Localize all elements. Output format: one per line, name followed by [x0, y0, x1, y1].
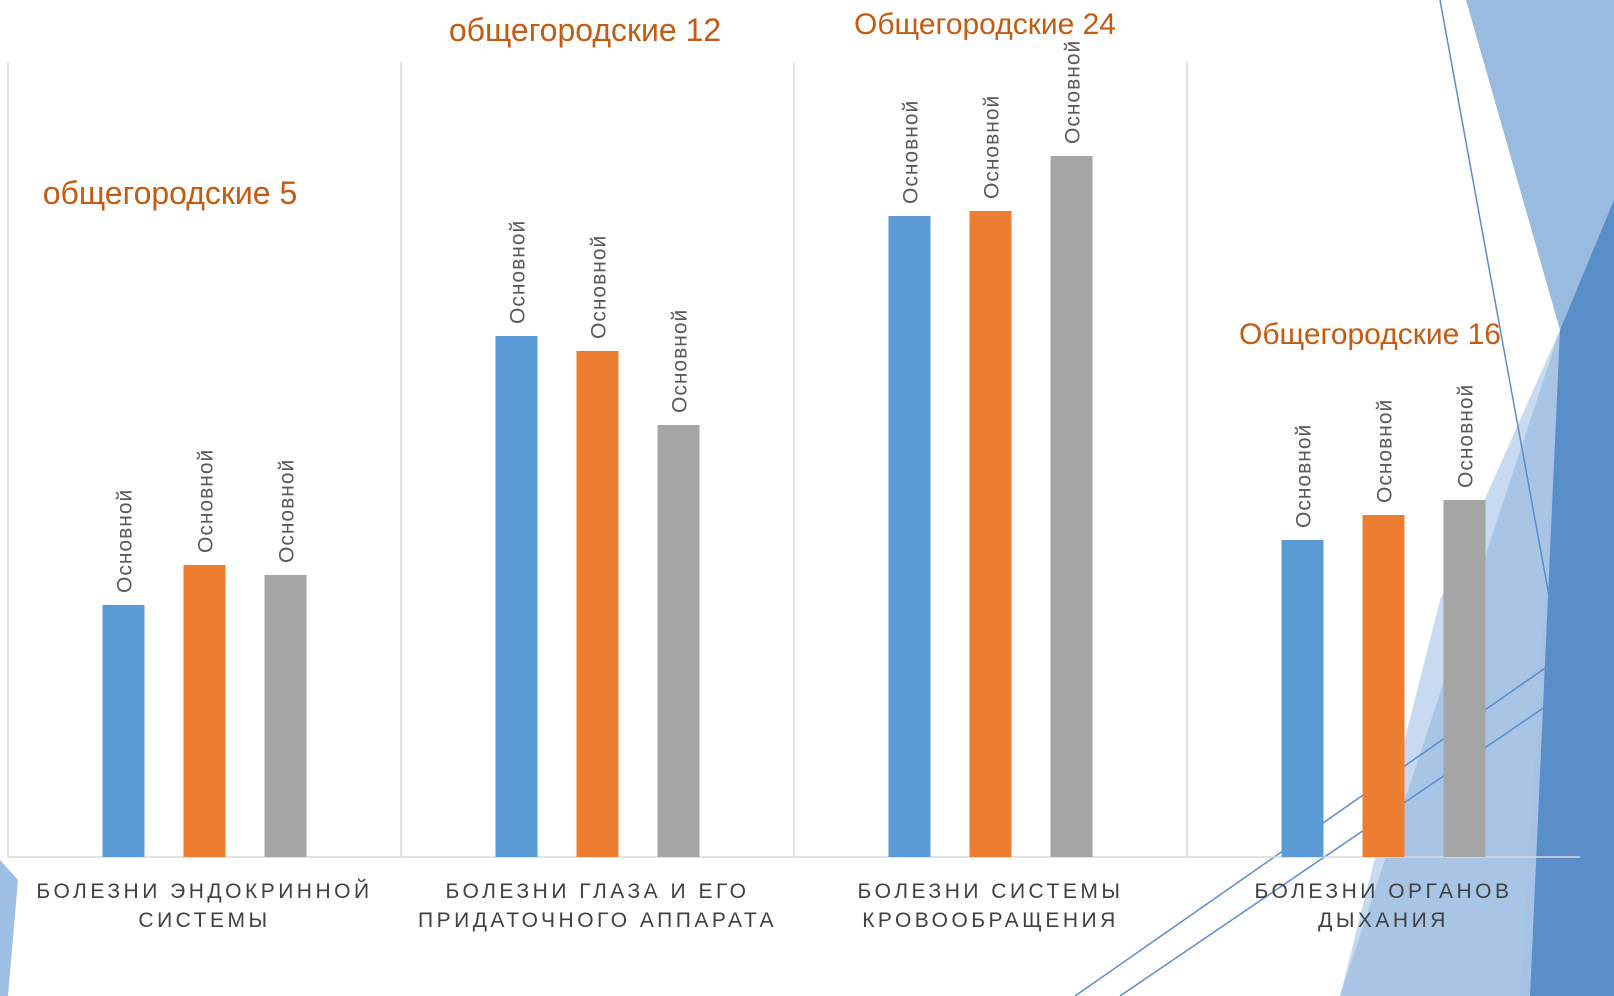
data-label: Основной	[114, 489, 137, 593]
data-label: Основной	[669, 309, 692, 413]
annotation: общегородские 12	[448, 12, 722, 48]
bar	[576, 351, 619, 857]
bar	[1281, 540, 1324, 857]
data-label: Основной	[1455, 384, 1478, 488]
data-label: Основной	[195, 449, 218, 553]
x-tick-label: БОЛЕЗНИ ОРГАНОВ ДЫХАНИЯ	[1254, 880, 1513, 932]
data-label: Основной	[507, 220, 530, 324]
x-tick-label: БОЛЕЗНИ СИСТЕМЫ КРОВООБРАЩЕНИЯ	[857, 880, 1124, 932]
bar	[183, 565, 226, 857]
bar	[495, 336, 538, 857]
x-tick-label: БОЛЕЗНИ ЭНДОКРИННОЙ СИСТЕМЫ	[36, 880, 373, 932]
bar	[264, 575, 307, 857]
data-label: Основной	[900, 100, 923, 204]
data-label: Основной	[276, 459, 299, 563]
bar	[102, 605, 145, 857]
bar	[1050, 156, 1093, 857]
data-label: Основной	[1062, 40, 1085, 144]
data-label: Основной	[981, 95, 1004, 199]
annotation: общегородские 5	[42, 175, 298, 211]
bar	[888, 216, 931, 857]
x-tick-label: БОЛЕЗНИ ГЛАЗА И ЕГО ПРИДАТОЧНОГО АППАРАТ…	[418, 880, 777, 932]
annotation: Общегородские 16	[1238, 318, 1501, 351]
bar	[969, 211, 1012, 857]
data-label: Основной	[1293, 424, 1316, 528]
bar	[1362, 515, 1405, 857]
annotation: Общегородские 24	[853, 8, 1116, 41]
data-label: Основной	[1374, 399, 1397, 503]
bar	[1443, 500, 1486, 857]
data-label: Основной	[588, 235, 611, 339]
bar	[657, 425, 700, 857]
